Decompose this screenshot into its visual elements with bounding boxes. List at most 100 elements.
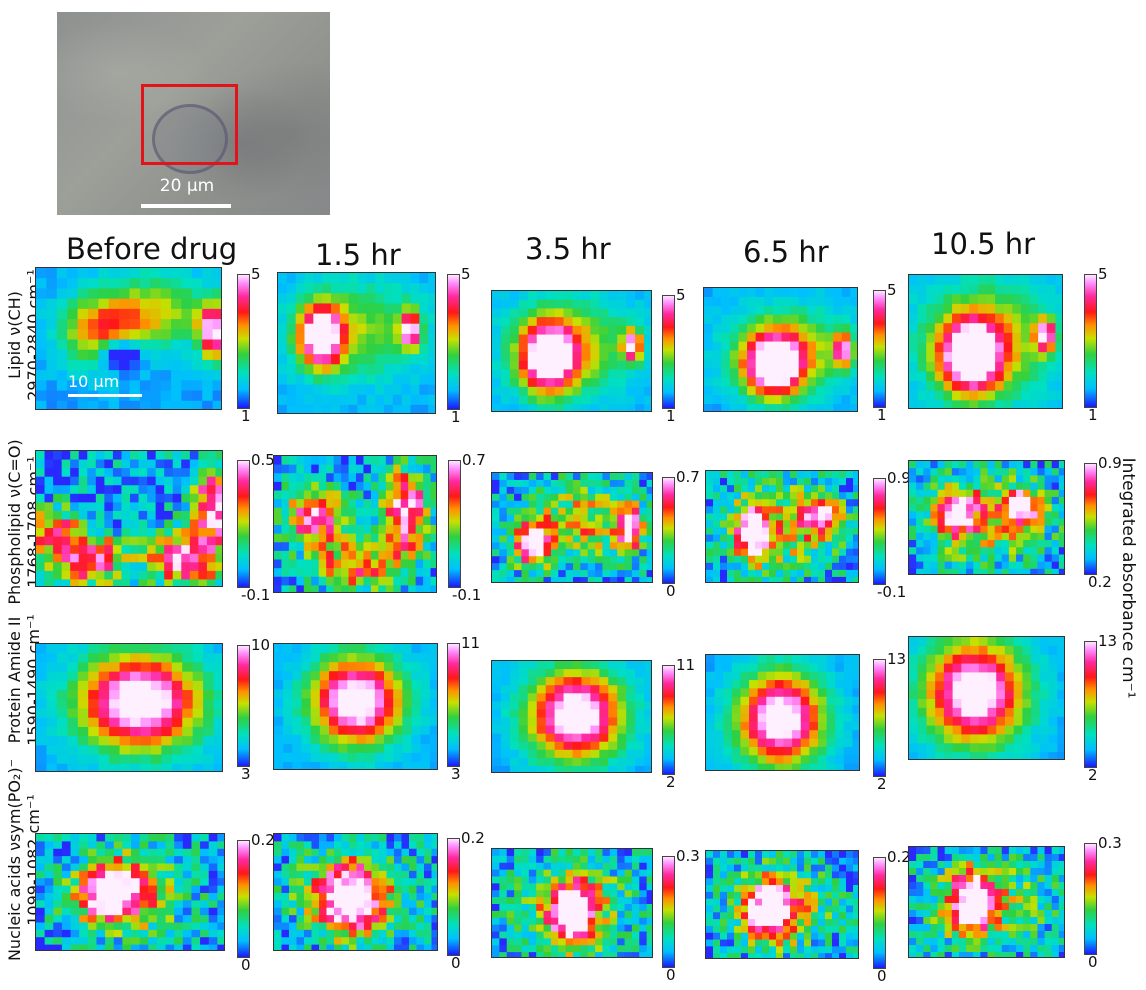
heatmap-cell	[172, 485, 182, 495]
heatmap-cell	[108, 278, 120, 290]
heatmap-cell	[617, 556, 626, 564]
heatmap-cell	[543, 479, 552, 488]
heatmap-cell	[119, 690, 131, 700]
heatmap-cell	[419, 354, 429, 365]
heatmap-cell	[130, 459, 140, 469]
heatmap-cell	[155, 468, 165, 478]
heatmap-cell	[77, 268, 89, 279]
heatmap-cell	[206, 528, 217, 538]
heatmap-cell	[617, 325, 627, 336]
heatmap-cell	[217, 885, 224, 894]
heatmap-cell	[1031, 707, 1041, 718]
heatmap-cell	[714, 696, 724, 706]
heatmap-cell	[995, 323, 1005, 334]
heatmap-cell	[1023, 511, 1031, 520]
heatmap-cell	[500, 334, 511, 344]
heatmap-cell	[200, 848, 210, 857]
heatmap-cell	[105, 870, 115, 879]
heatmap-cell	[626, 352, 636, 362]
heatmap-cell	[521, 473, 530, 481]
heatmap-cell	[572, 717, 583, 727]
heatmap-cell	[528, 570, 537, 578]
heatmap-cell	[130, 493, 140, 503]
heatmap-cell	[53, 459, 63, 469]
heatmap-cell	[492, 749, 502, 759]
heatmap-cell	[781, 296, 791, 307]
heatmap-cell	[1001, 482, 1010, 491]
heatmap-cell	[727, 576, 735, 582]
heatmap-cell	[288, 568, 297, 578]
heatmap-cell	[109, 736, 121, 746]
heatmap-cell	[1013, 645, 1023, 656]
heatmap-cell	[311, 907, 320, 916]
heatmap-cell	[313, 394, 323, 406]
heatmap-cell	[951, 532, 960, 541]
heatmap-cell	[1023, 496, 1031, 505]
heatmap-cell	[839, 506, 847, 514]
heatmap-cell	[411, 698, 422, 709]
heatmap-cell	[631, 473, 640, 481]
heatmap-cell	[1037, 561, 1046, 570]
heatmap-cell	[366, 374, 376, 386]
heatmap-cell	[119, 329, 131, 341]
heatmap-cell	[595, 507, 604, 516]
heatmap-cell	[843, 713, 853, 723]
heatmap-cell	[148, 900, 158, 909]
heatmap-cell	[1004, 645, 1015, 656]
heatmap-cell	[1051, 468, 1060, 476]
heatmap-cell	[326, 516, 335, 526]
heatmap-cell	[977, 323, 988, 334]
heatmap-cell	[165, 922, 175, 931]
heatmap-cell	[852, 663, 859, 673]
heatmap-cell	[916, 461, 924, 469]
heatmap-cell	[518, 717, 529, 727]
heatmap-cell	[792, 663, 802, 673]
heatmap-cell	[348, 404, 359, 413]
heatmap-cell	[706, 763, 716, 770]
heatmap-cell	[1020, 284, 1031, 295]
heatmap-cell	[755, 350, 765, 361]
heatmap-cell	[46, 288, 58, 300]
heatmap-cell	[1013, 716, 1023, 727]
heatmap-cell	[599, 685, 609, 694]
heatmap-cell	[347, 653, 358, 663]
heatmap-cell	[1038, 400, 1048, 408]
heatmap-cell	[635, 685, 645, 694]
heatmap-cell	[274, 734, 284, 745]
heatmap-cell	[430, 585, 436, 592]
heatmap-cell	[740, 663, 750, 673]
heatmap-cell	[731, 713, 742, 723]
heatmap-cell	[635, 325, 645, 336]
heatmap-cell	[934, 313, 945, 324]
heatmap-cell	[509, 317, 520, 327]
heatmap-cell	[1029, 342, 1039, 353]
heatmap-cell	[518, 757, 529, 767]
heatmap-cell	[755, 576, 763, 582]
heatmap-cell	[348, 394, 359, 406]
heatmap-cell	[1051, 561, 1060, 570]
heatmap-cell	[852, 696, 859, 706]
heatmap-cell	[776, 499, 784, 507]
heatmap-cell	[824, 368, 834, 378]
heatmap-cell	[313, 384, 323, 396]
heatmap-cell	[723, 671, 733, 681]
heatmap-cell	[384, 293, 394, 305]
heatmap-cell	[554, 701, 565, 711]
heatmap-cell	[766, 663, 776, 673]
heatmap-cell	[310, 707, 321, 718]
heatmap-cell	[181, 485, 191, 495]
heatmap-cell	[198, 510, 208, 521]
heatmap-cell	[528, 521, 537, 530]
heatmap-cell	[624, 528, 633, 537]
heatmap-cell	[394, 915, 403, 924]
heatmap-cell	[363, 456, 372, 466]
heatmap-cell	[528, 486, 537, 495]
heatmap-cell	[364, 841, 373, 850]
heatmap-cell	[1020, 390, 1031, 401]
heatmap-cell	[1051, 475, 1060, 484]
heatmap-cell	[393, 734, 403, 745]
heatmap-cell	[714, 721, 724, 731]
heatmap-cell	[198, 502, 208, 512]
heatmap-cell	[581, 717, 591, 727]
heatmap-cell	[748, 478, 756, 486]
